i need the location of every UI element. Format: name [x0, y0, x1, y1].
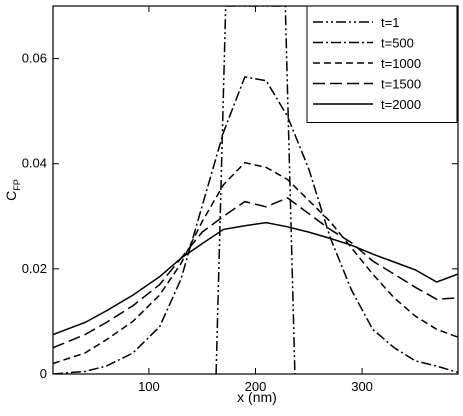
- x-tick-label: 200: [245, 379, 267, 394]
- x-tick-label: 100: [138, 379, 160, 394]
- y-axis-label-subscript: FP: [12, 179, 22, 191]
- x-axis-label: x (nm): [237, 389, 277, 405]
- x-tick-label: 300: [351, 379, 373, 394]
- legend-label: t=500: [381, 36, 414, 51]
- series-line-t=2000: [53, 221, 458, 336]
- legend-label: t=2000: [381, 97, 421, 112]
- series-lines: [53, 6, 458, 374]
- series-line-t=1000: [53, 161, 458, 365]
- legend-label: t=1: [381, 15, 399, 30]
- y-tick-label: 0.04: [22, 156, 47, 171]
- series-line-t=1500: [53, 197, 458, 349]
- y-tick-label: 0.06: [22, 51, 47, 66]
- legend-box: [306, 5, 458, 123]
- y-axis-label: CFP: [3, 179, 22, 201]
- legend-label: t=1500: [381, 77, 421, 92]
- legend-label: t=1000: [381, 56, 421, 71]
- series-line-t=500: [53, 76, 458, 374]
- y-tick-label: 0: [40, 366, 47, 381]
- y-tick-label: 0.02: [22, 261, 47, 276]
- series-line-t=1: [215, 6, 296, 374]
- legend: t=1 t=500 t=1000 t=1500 t=2000: [306, 5, 458, 123]
